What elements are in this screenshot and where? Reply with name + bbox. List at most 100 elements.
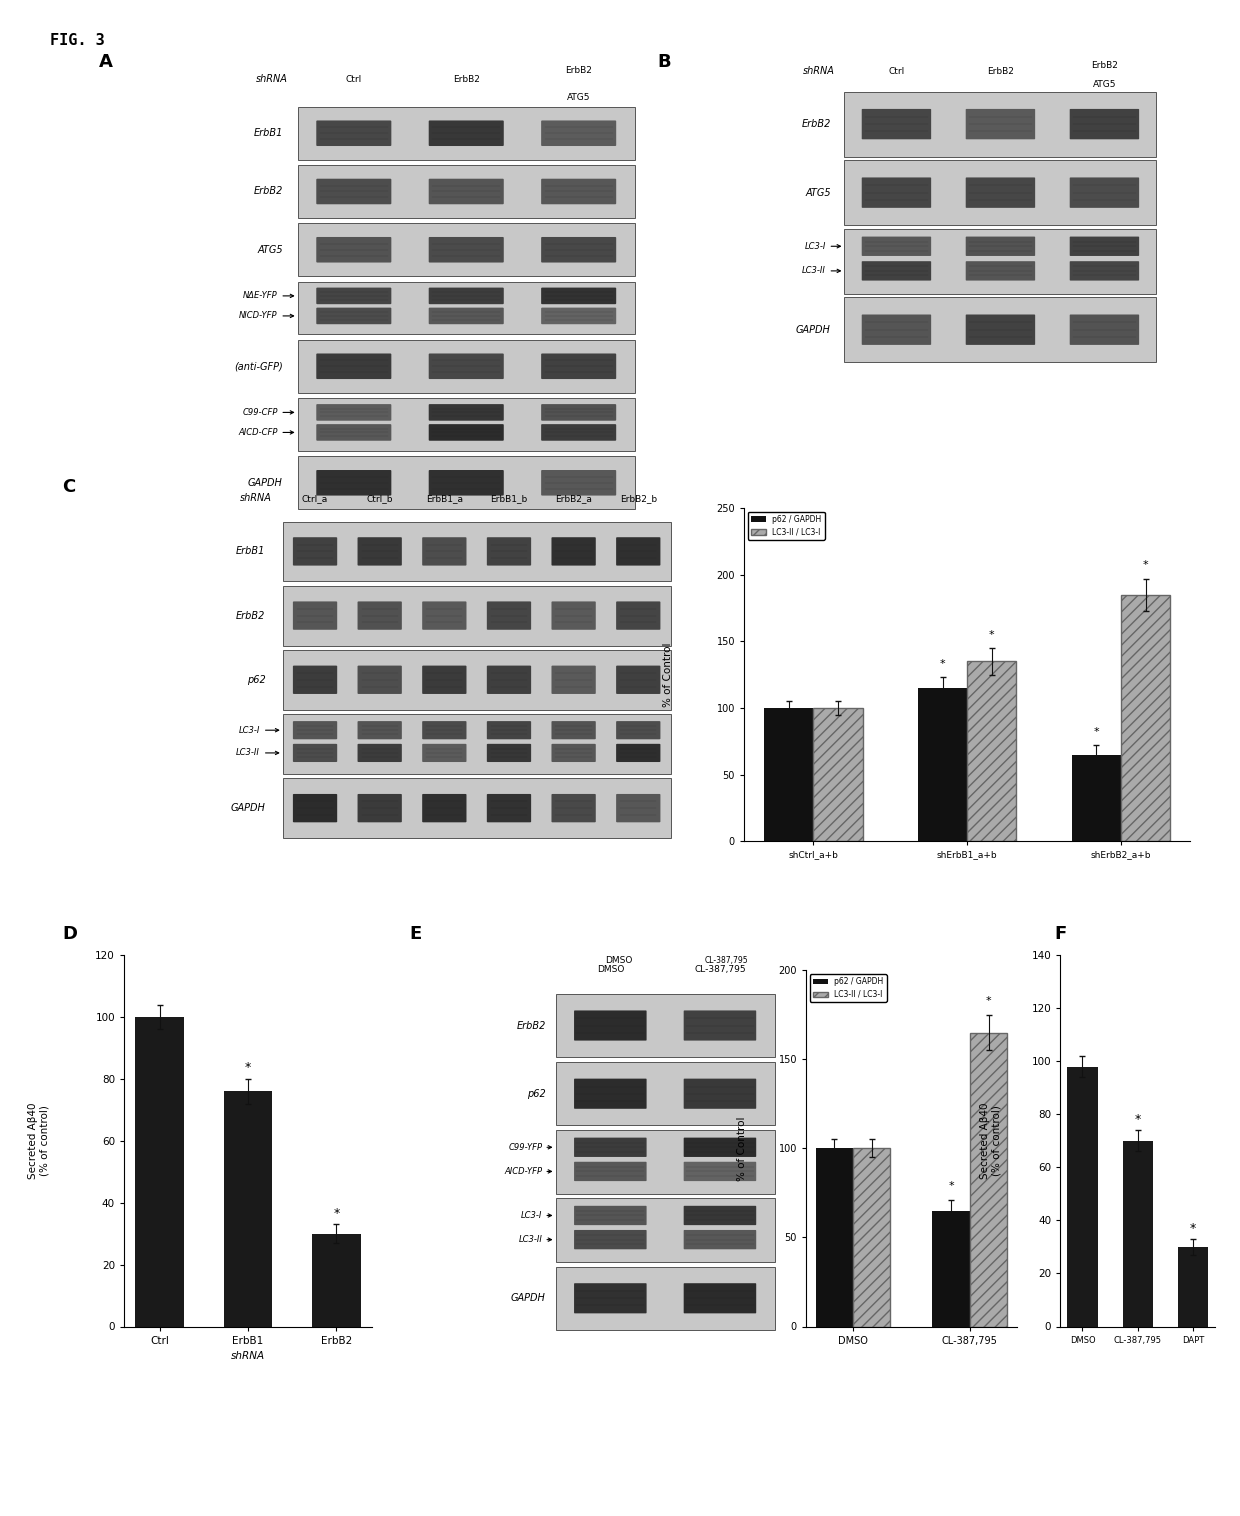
FancyBboxPatch shape xyxy=(616,666,661,694)
Text: ErbB2: ErbB2 xyxy=(1091,61,1118,70)
Text: DMSO: DMSO xyxy=(605,955,632,964)
Bar xyxy=(1071,755,1121,841)
Text: p62: p62 xyxy=(247,675,265,685)
FancyBboxPatch shape xyxy=(574,1011,646,1040)
FancyBboxPatch shape xyxy=(293,744,337,763)
Text: F: F xyxy=(1054,925,1066,943)
FancyBboxPatch shape xyxy=(616,602,661,629)
Text: NICD-YFP: NICD-YFP xyxy=(239,311,278,320)
FancyBboxPatch shape xyxy=(862,261,931,280)
FancyBboxPatch shape xyxy=(541,120,616,146)
Text: *: * xyxy=(1135,1113,1141,1126)
FancyBboxPatch shape xyxy=(1070,236,1140,256)
Text: GAPDH: GAPDH xyxy=(796,324,831,335)
Text: *: * xyxy=(1190,1222,1197,1236)
Bar xyxy=(844,92,1157,156)
Legend: p62 / GAPDH, LC3-II / LC3-I: p62 / GAPDH, LC3-II / LC3-I xyxy=(748,512,825,540)
Bar xyxy=(298,340,635,393)
FancyBboxPatch shape xyxy=(552,602,595,629)
FancyBboxPatch shape xyxy=(422,537,466,565)
Bar xyxy=(556,1061,775,1125)
Bar xyxy=(967,661,1017,841)
Text: ATG5: ATG5 xyxy=(1092,80,1116,88)
FancyBboxPatch shape xyxy=(552,722,595,740)
Text: (anti-GFP): (anti-GFP) xyxy=(234,361,283,371)
FancyBboxPatch shape xyxy=(541,288,616,305)
Text: D: D xyxy=(62,925,77,943)
Y-axis label: Secreted Aβ40
(% of control): Secreted Aβ40 (% of control) xyxy=(980,1102,1002,1179)
FancyBboxPatch shape xyxy=(316,470,392,496)
Bar xyxy=(970,1032,1007,1326)
FancyBboxPatch shape xyxy=(862,177,931,208)
FancyBboxPatch shape xyxy=(552,537,595,565)
Y-axis label: % of Control: % of Control xyxy=(737,1116,746,1181)
Bar xyxy=(283,650,671,709)
FancyBboxPatch shape xyxy=(862,109,931,139)
FancyBboxPatch shape xyxy=(966,261,1035,280)
FancyBboxPatch shape xyxy=(683,1229,756,1249)
Text: ErbB1_b: ErbB1_b xyxy=(490,494,527,503)
FancyBboxPatch shape xyxy=(541,308,616,324)
Bar xyxy=(283,585,671,646)
FancyBboxPatch shape xyxy=(487,537,531,565)
FancyBboxPatch shape xyxy=(422,666,466,694)
Text: NΔE-YFP: NΔE-YFP xyxy=(243,291,278,300)
Text: Ctrl_a: Ctrl_a xyxy=(301,494,329,503)
FancyBboxPatch shape xyxy=(1070,314,1140,346)
FancyBboxPatch shape xyxy=(487,794,531,822)
Text: ErbB2: ErbB2 xyxy=(253,186,283,197)
FancyBboxPatch shape xyxy=(966,314,1035,346)
Text: ErbB2: ErbB2 xyxy=(453,74,480,83)
Text: ErbB2: ErbB2 xyxy=(565,65,593,74)
Bar xyxy=(298,223,635,276)
FancyBboxPatch shape xyxy=(487,666,531,694)
FancyBboxPatch shape xyxy=(487,722,531,740)
Bar xyxy=(298,399,635,450)
Bar xyxy=(283,522,671,581)
Text: ATG5: ATG5 xyxy=(257,244,283,255)
Bar xyxy=(223,1092,273,1326)
FancyBboxPatch shape xyxy=(293,537,337,565)
Bar xyxy=(556,994,775,1057)
FancyBboxPatch shape xyxy=(487,602,531,629)
Bar xyxy=(1121,594,1171,841)
Text: ATG5: ATG5 xyxy=(805,188,831,197)
FancyBboxPatch shape xyxy=(422,794,466,822)
FancyBboxPatch shape xyxy=(541,405,616,421)
Text: *: * xyxy=(334,1207,340,1220)
Legend: p62 / GAPDH, LC3-II / LC3-I: p62 / GAPDH, LC3-II / LC3-I xyxy=(810,975,887,1002)
FancyBboxPatch shape xyxy=(429,424,503,441)
Text: *: * xyxy=(949,1181,954,1192)
FancyBboxPatch shape xyxy=(541,236,616,262)
FancyBboxPatch shape xyxy=(1070,177,1140,208)
Bar xyxy=(298,282,635,335)
Y-axis label: % of Control: % of Control xyxy=(662,643,672,706)
FancyBboxPatch shape xyxy=(862,236,931,256)
Text: GAPDH: GAPDH xyxy=(231,803,265,813)
Text: LC3-II: LC3-II xyxy=(518,1236,543,1245)
FancyBboxPatch shape xyxy=(683,1283,756,1313)
Bar xyxy=(135,1017,184,1326)
Bar xyxy=(298,108,635,159)
FancyBboxPatch shape xyxy=(316,288,392,305)
FancyBboxPatch shape xyxy=(316,424,392,441)
Text: shRNA: shRNA xyxy=(255,74,288,83)
Bar xyxy=(853,1149,890,1326)
Text: p62: p62 xyxy=(527,1088,546,1099)
Text: C99-CFP: C99-CFP xyxy=(242,408,278,417)
FancyBboxPatch shape xyxy=(552,794,595,822)
Text: LC3-I: LC3-I xyxy=(521,1211,543,1220)
Bar xyxy=(312,1234,361,1326)
Text: ErbB2: ErbB2 xyxy=(987,67,1014,76)
FancyBboxPatch shape xyxy=(541,353,616,379)
FancyBboxPatch shape xyxy=(316,405,392,421)
Bar xyxy=(1178,1246,1208,1326)
Text: ErbB2_a: ErbB2_a xyxy=(556,494,591,503)
FancyBboxPatch shape xyxy=(683,1161,756,1181)
FancyBboxPatch shape xyxy=(541,179,616,205)
FancyBboxPatch shape xyxy=(316,308,392,324)
Text: C99-YFP: C99-YFP xyxy=(508,1143,543,1152)
FancyBboxPatch shape xyxy=(541,470,616,496)
Text: shRNA: shRNA xyxy=(804,67,836,76)
Bar xyxy=(813,708,863,841)
